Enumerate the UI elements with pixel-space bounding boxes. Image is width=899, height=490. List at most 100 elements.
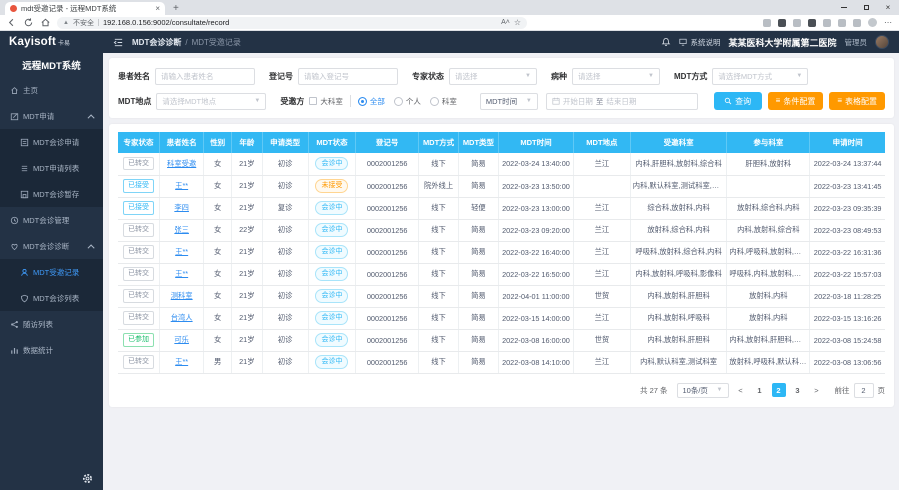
patient-name-link[interactable]: 王** (175, 247, 189, 256)
table-row: 已转交 台湾人女 21岁 初诊 会诊中 0002001256 线下 简易 2022-03-15 … (118, 307, 885, 330)
cell-name[interactable]: 王** (159, 175, 205, 198)
address-bar[interactable]: ▲ 不安全 192.168.0.156:9002/consultate/reco… (57, 16, 527, 29)
patient-name-link[interactable]: 可乐 (174, 335, 189, 344)
cell-apply_type: 复诊 (262, 197, 309, 220)
cell-name[interactable]: 王** (159, 241, 205, 264)
page-button-1[interactable]: 1 (752, 383, 767, 397)
goto-label: 前往 (834, 385, 850, 395)
new-tab-button[interactable]: + (173, 3, 179, 14)
table-config-button[interactable]: ≡ 表格配置 (829, 92, 885, 110)
cell-name[interactable]: 王** (159, 351, 205, 374)
page-size-select[interactable]: 10条/页 ▼ (676, 382, 729, 398)
prev-page-button[interactable]: < (733, 383, 748, 397)
sidebar-item-MDT会诊申请[interactable]: MDT会诊申请 (0, 129, 103, 155)
favorite-star-icon[interactable]: ☆ (513, 17, 521, 27)
extension-icon[interactable] (778, 18, 786, 27)
extension-icon[interactable] (763, 18, 771, 27)
next-page-button[interactable]: > (809, 383, 824, 397)
expert-status-select[interactable]: 请选择 ▼ (449, 67, 537, 85)
radio-dept[interactable] (429, 96, 439, 106)
window-minimize-button[interactable] (833, 0, 855, 14)
sidebar-item-MDT受邀记录[interactable]: MDT受邀记录 (0, 259, 103, 285)
extension-icon[interactable] (823, 18, 831, 27)
cell-mdt_place: 兰江 (573, 263, 631, 286)
search-button[interactable]: 查询 (713, 92, 762, 110)
window-close-button[interactable]: × (885, 2, 891, 12)
tab-close-icon[interactable]: × (155, 3, 160, 13)
cell-invited_depts: 放射科,综合科,内科 (630, 219, 728, 242)
browser-menu-icon[interactable]: ⋯ (884, 18, 893, 27)
sidebar-item-MDT会诊列表[interactable]: MDT会诊列表 (0, 285, 103, 311)
logo-text: Kayisoft (9, 36, 56, 48)
cell-name[interactable]: 科室受邀 (159, 153, 205, 176)
patient-name-link[interactable]: 王** (175, 181, 189, 190)
sidebar-item-MDT申请列表[interactable]: MDT申请列表 (0, 155, 103, 181)
disease-select[interactable]: 请选择 ▼ (572, 67, 660, 85)
cell-apply_type: 初诊 (262, 351, 309, 374)
sidebar-item-MDT会诊诊断[interactable]: MDT会诊诊断 (0, 233, 103, 259)
patient-name-link[interactable]: 科室受邀 (167, 158, 197, 168)
window-maximize-button[interactable] (855, 0, 877, 14)
cell-name[interactable]: 张三 (159, 219, 205, 242)
date-range-picker[interactable]: 开始日期 至 结束日期 (545, 92, 698, 110)
patient-name-link[interactable]: 王** (175, 357, 189, 366)
sidebar-item-数据统计[interactable]: 数据统计 (0, 337, 103, 363)
big-dept-checkbox[interactable] (309, 97, 318, 105)
browser-tab[interactable]: mdt受邀记录 - 远程MDT系统 × (5, 2, 165, 15)
sidebar-collapse-icon[interactable] (113, 37, 124, 48)
cell-name[interactable]: 可乐 (159, 329, 205, 352)
cell-mdt_place: 兰江 (573, 307, 631, 330)
cell-name[interactable]: 李四 (159, 197, 205, 220)
cell-expert_status: 已参加 (118, 329, 160, 352)
sidebar-item-MDT会诊管理[interactable]: MDT会诊管理 (0, 207, 103, 233)
chevron-down-icon: ▼ (716, 387, 723, 393)
mdt-mode-select[interactable]: 请选择MDT方式 ▼ (712, 67, 809, 85)
page-button-2[interactable]: 2 (771, 383, 786, 397)
extension-icon[interactable] (808, 18, 816, 27)
patient-name-link[interactable]: 测科室 (170, 291, 193, 300)
cell-mdt_type: 简易 (458, 329, 499, 352)
register-no-input[interactable]: 请输入登记号 (298, 67, 398, 85)
system-help-link[interactable]: 系统说明 (679, 37, 720, 48)
patient-name-link[interactable]: 张三 (174, 225, 189, 234)
notification-bell-icon[interactable] (661, 37, 671, 47)
patient-name-input[interactable]: 请输入患者姓名 (155, 67, 255, 85)
patient-name-link[interactable]: 王** (175, 269, 189, 278)
sidebar-item-MDT申请[interactable]: MDT申请 (0, 103, 103, 129)
page-button-3[interactable]: 3 (790, 383, 805, 397)
user-avatar[interactable] (875, 35, 889, 49)
extension-icon[interactable] (793, 18, 801, 27)
cell-apply_type: 初诊 (262, 307, 309, 330)
split-screen-icon[interactable] (838, 18, 846, 27)
cell-name[interactable]: 台湾人 (159, 307, 205, 330)
patient-name-link[interactable]: 李四 (174, 203, 189, 212)
sidebar-item-主页[interactable]: 主页 (0, 77, 103, 103)
sidebar-item-MDT会诊暂存[interactable]: MDT会诊暂存 (0, 181, 103, 207)
hospital-name: 某某医科大学附属第二医院 (728, 37, 837, 48)
time-field-select[interactable]: MDT时间 ▼ (479, 92, 538, 110)
patient-name-link[interactable]: 台湾人 (170, 313, 193, 322)
mdt-place-select[interactable]: 请选择MDT地点 ▼ (156, 92, 267, 110)
browser-profile-avatar[interactable] (868, 18, 877, 27)
condition-config-button[interactable]: ≡ 条件配置 (767, 92, 824, 110)
cell-mdt_type: 简易 (458, 307, 499, 330)
goto-page-input[interactable]: 2 (853, 382, 874, 398)
collections-icon[interactable] (853, 18, 861, 27)
read-aloud-icon[interactable]: A˄ (501, 19, 510, 26)
home-icon[interactable] (40, 17, 51, 28)
cell-name[interactable]: 王** (159, 263, 205, 286)
cell-name[interactable]: 测科室 (159, 285, 205, 308)
reload-icon[interactable] (23, 17, 34, 28)
pagination-total: 共 27 条 (639, 385, 668, 395)
cell-apply_time: 2022-03-08 15:24:58 (809, 329, 885, 352)
cell-reg_no: 0002001256 (355, 175, 420, 198)
cell-expert_status: 已转交 (118, 219, 160, 242)
cell-gender: 女 (203, 307, 232, 330)
back-icon[interactable] (6, 17, 17, 28)
radio-all[interactable] (357, 96, 367, 106)
cell-mdt_place: 兰江 (573, 219, 631, 242)
cell-apply_time: 2022-03-22 16:31:36 (809, 241, 885, 264)
settings-gear-icon[interactable] (82, 473, 93, 484)
radio-personal[interactable] (393, 96, 403, 106)
sidebar-item-随访列表[interactable]: 随访列表 (0, 311, 103, 337)
